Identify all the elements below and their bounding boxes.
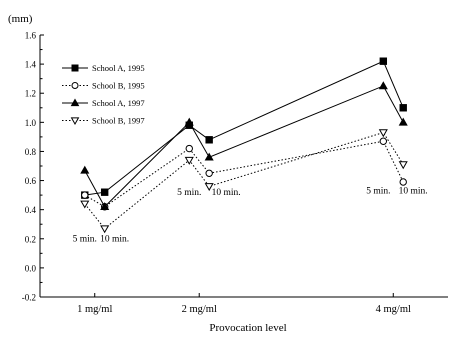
y-tick-label: 1.0 — [25, 118, 37, 128]
x-tick-label: 1 mg/ml — [77, 304, 112, 315]
series-layer — [80, 57, 408, 234]
data-point — [184, 156, 194, 165]
series-3 — [80, 81, 408, 211]
series-2 — [81, 137, 407, 211]
legend-marker — [70, 117, 80, 125]
annotations: 5 min. 10 min.5 min. 10 min. 5 min. 10 min. — [73, 187, 428, 245]
data-point — [398, 161, 408, 170]
y-unit-label: (mm) — [8, 13, 33, 25]
data-point — [205, 169, 213, 177]
data-point — [204, 183, 214, 192]
time-annotation: 10 min. — [212, 188, 241, 198]
legend-marker — [71, 64, 79, 72]
data-point — [100, 225, 110, 234]
y-tick-label: 1.6 — [25, 31, 37, 41]
data-point — [378, 129, 388, 138]
data-point — [379, 137, 388, 145]
y-tick-label: 1.4 — [25, 60, 37, 70]
data-point — [81, 191, 89, 199]
time-annotation: 5 min. — [366, 187, 390, 197]
data-point — [379, 57, 388, 65]
data-point — [185, 144, 193, 153]
legend-marker — [71, 82, 79, 89]
y-tick-label: 0.0 — [25, 263, 37, 273]
data-point — [399, 104, 407, 112]
x-axis-title: Provocation level — [209, 322, 286, 334]
series-line — [84, 131, 404, 230]
y-tick-label: 0.6 — [25, 176, 37, 186]
y-tick-label: -0.2 — [22, 293, 36, 303]
series-1 — [81, 57, 407, 199]
data-point — [399, 178, 407, 186]
time-annotation: 5 min. — [73, 235, 97, 245]
time-annotation: 10 min. — [399, 187, 428, 197]
series-line — [84, 140, 404, 208]
legend: School A, 1995 School B, 1995 School A, 19… — [62, 63, 145, 126]
data-point — [398, 117, 408, 126]
data-point — [80, 200, 90, 209]
x-tick-label: 4 mg/ml — [376, 304, 411, 315]
legend-marker — [70, 98, 80, 107]
data-point — [184, 117, 194, 126]
y-tick-label: 1.2 — [25, 89, 36, 99]
data-point — [378, 81, 388, 90]
legend-label: School A, 1995 — [92, 63, 145, 73]
data-point — [205, 136, 213, 144]
y-tick-label: 0.4 — [25, 205, 37, 215]
data-point — [100, 202, 110, 211]
y-tick-label: 0.2 — [25, 234, 36, 244]
x-tick-label: 2 mg/ml — [182, 304, 217, 315]
time-annotation: 10 min. — [100, 235, 129, 245]
legend-label: School B, 1995 — [92, 81, 145, 91]
data-point — [80, 165, 90, 174]
data-point — [100, 188, 109, 196]
y-tick-label: 0.8 — [25, 147, 37, 157]
legend-label: School A, 1997 — [92, 98, 145, 108]
legend-label: School B, 1997 — [92, 116, 145, 126]
data-point — [204, 152, 214, 161]
axes: -0.2 0.0 0.2 0.4 0.6 0.8 1.0 1.2 1.4 1.6 1 mg/ml 2 … — [22, 31, 448, 315]
time-annotation: 5 min. — [177, 188, 201, 198]
series-line — [84, 85, 404, 208]
series-4 — [80, 129, 408, 234]
